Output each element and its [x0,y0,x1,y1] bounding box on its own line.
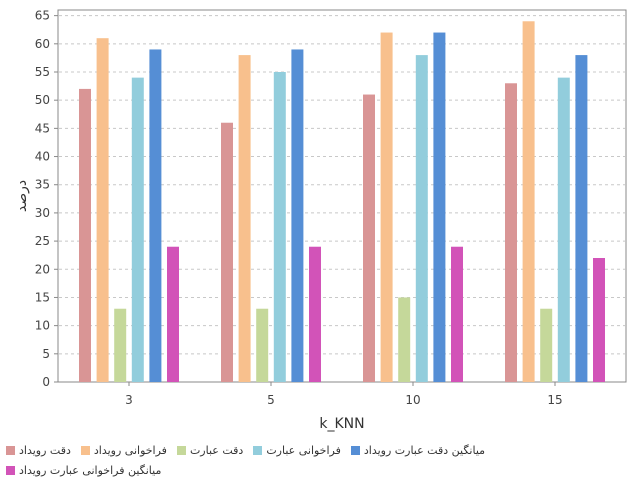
legend-row-1: دقت رویداد فراخوانی رویداد دقت عبارت فرا… [6,440,636,460]
bar-3-series-5 [167,246,179,382]
legend-label-event-precision: دقت رویداد [19,443,71,457]
x-tick-label-3: 15 [547,393,562,407]
y-tick-label-2: 10 [35,319,50,333]
bar-3-series-2 [114,308,127,382]
x-axis-ticks: 3 5 10 15 [125,382,563,407]
legend-label-phrase-recall: فراخوانی عبارت [266,443,341,457]
legend-swatch-phrase-recall [253,445,263,455]
y-tick-label-10: 50 [35,93,50,107]
legend-item-phrase-recall: فراخوانی عبارت [253,444,341,457]
y-tick-label-5: 25 [35,234,50,248]
bar-5-series-4 [291,49,304,383]
bar-10-series-0 [363,94,375,382]
legend-label-phrase-precision: دقت عبارت [189,443,244,457]
legend: دقت رویداد فراخوانی رویداد دقت عبارت فرا… [6,440,636,480]
y-tick-label-1: 5 [42,347,50,361]
y-tick-label-13: 65 [35,9,50,23]
legend-item-avg-recall: میانگین فراخوانی عبارت رویداد [6,464,161,477]
legend-item-avg-precision: میانگین دقت عبارت رویداد [350,443,486,457]
legend-label-event-recall: فراخوانی رویداد [93,443,167,457]
bar-15-series-1 [522,21,535,382]
y-tick-label-9: 45 [35,121,50,135]
x-axis-label: k_KNN [319,416,364,432]
bar-5-series-2 [256,308,269,382]
bar-15-series-4 [575,55,588,382]
y-tick-label-12: 60 [35,37,50,51]
y-tick-label-0: 0 [42,375,50,389]
gridlines [59,15,625,355]
x-tick-label-0: 3 [125,393,133,407]
bar-3-series-1 [96,38,109,382]
y-tick-label-4: 20 [35,262,50,276]
x-tick-label-2: 10 [405,393,420,407]
bar-15-series-3 [557,77,570,383]
legend-swatch-event-precision [6,445,15,455]
legend-swatch-phrase-precision [176,445,186,455]
bar-5-series-1 [238,55,251,382]
bar-5-series-3 [273,72,286,382]
y-tick-label-8: 40 [35,150,50,164]
y-tick-label-11: 55 [35,65,50,79]
bar-5-series-0 [221,122,233,383]
legend-label-avg-recall: میانگین فراخوانی عبارت رویداد [19,463,162,477]
bars [79,21,605,383]
x-tick-label-1: 5 [267,393,275,407]
bar-15-series-5 [593,258,605,382]
legend-swatch-avg-recall [6,465,15,475]
bar-10-series-2 [398,297,411,382]
legend-swatch-event-recall [80,445,90,455]
y-axis-label: درصد [14,180,30,212]
y-axis-ticks: 0 5 10 15 20 25 30 35 40 45 50 55 60 65 [35,9,58,389]
legend-item-phrase-precision: دقت عبارت [176,443,244,457]
bar-5-series-5 [309,246,321,382]
y-tick-label-3: 15 [35,290,50,304]
legend-row-2: میانگین فراخوانی عبارت رویداد [6,460,636,480]
legend-item-event-precision: دقت رویداد [6,444,71,457]
bar-3-series-4 [149,49,162,383]
y-tick-label-6: 30 [35,206,50,220]
bar-15-series-2 [540,308,553,382]
bar-15-series-0 [505,83,517,382]
bar-10-series-4 [433,32,446,382]
legend-label-avg-precision: میانگین دقت عبارت رویداد [363,443,486,457]
bar-10-series-5 [451,246,463,382]
bar-10-series-3 [415,55,428,382]
y-tick-label-7: 35 [35,178,50,192]
legend-item-event-recall: فراخوانی رویداد [80,443,167,457]
bar-3-series-0 [79,88,91,382]
bar-3-series-3 [131,77,144,383]
bar-10-series-1 [380,32,393,382]
legend-swatch-avg-precision [350,445,360,455]
